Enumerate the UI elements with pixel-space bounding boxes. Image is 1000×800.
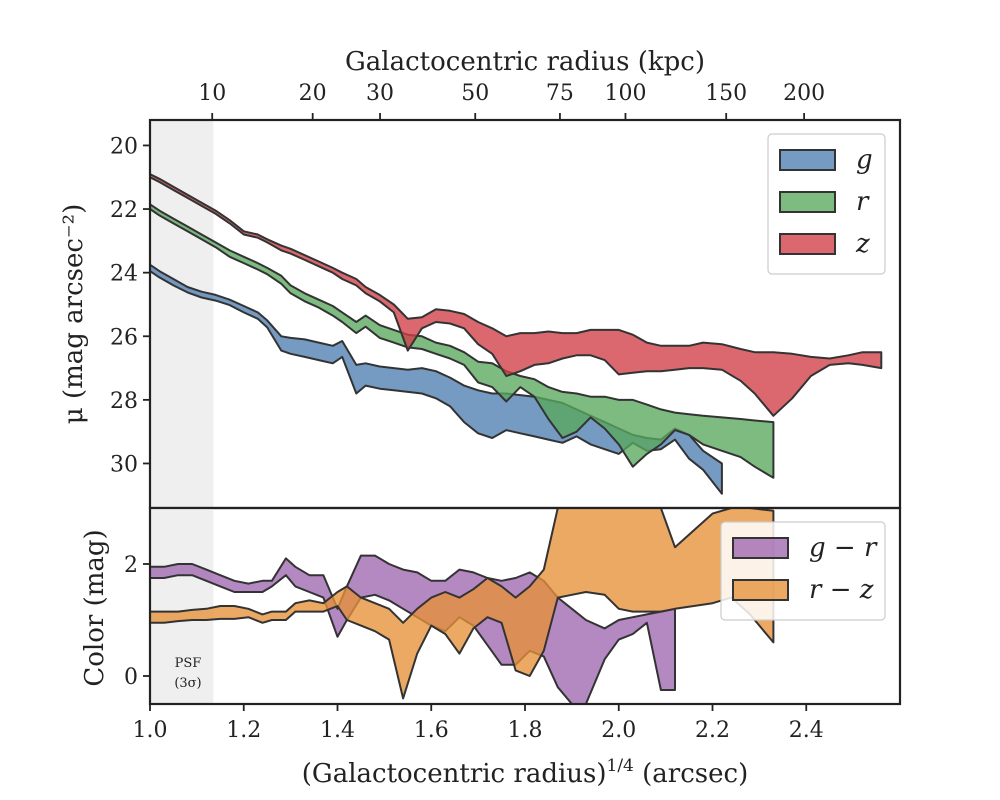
- x-tick-label: 1.0: [133, 718, 168, 743]
- x-tick-label: 2.4: [789, 718, 824, 743]
- psf-shade-top: [150, 120, 214, 508]
- top-x-tick-label: 200: [783, 81, 825, 106]
- color-panel: 02 1.0 1.2 1.4 1.6 1.8 2.0 2.2 2.4 g − rr − z: [124, 506, 902, 743]
- surface-brightness-panel: 20 22 24 26 28 30 10 20 30 50 75 100 150 200 grz: [110, 81, 902, 510]
- top-x-tick-label: 100: [604, 81, 646, 106]
- top-y-ticks: 20 22 24 26 28 30: [110, 134, 150, 477]
- top-x-tick-label: 150: [705, 81, 747, 106]
- y-tick-label: 20: [110, 134, 138, 159]
- legend-label: g − r: [809, 533, 878, 563]
- top-x-tick-label: 75: [546, 81, 574, 106]
- x-label-exponent: 1/4: [607, 756, 634, 776]
- y-tick-label: 22: [110, 198, 138, 223]
- legend-swatch: [779, 149, 836, 171]
- x-label-unit: (arcsec): [634, 759, 748, 789]
- x-tick-label: 2.0: [601, 718, 636, 743]
- legend-swatch: [732, 579, 789, 601]
- legend-label: r: [856, 187, 870, 217]
- top-secondary-x-ticks: 10 20 30 50 75 100 150 200: [198, 81, 825, 120]
- color-bands: [150, 508, 775, 704]
- top-legend: grz: [767, 133, 886, 275]
- top-x-tick-label: 20: [299, 81, 327, 106]
- legend-swatch: [732, 537, 789, 559]
- y-tick-label: 28: [110, 389, 138, 414]
- bottom-legend: g − r r − z: [720, 521, 886, 621]
- band-r: [150, 203, 775, 479]
- psf-label-line2: (3σ): [174, 676, 201, 691]
- top-axis-label: Galactocentric radius (kpc): [345, 47, 705, 77]
- x-label-main: (Galactocentric radius): [302, 759, 607, 789]
- x-tick-label: 1.6: [414, 718, 449, 743]
- bottom-y-axis-label: Color (mag): [80, 529, 110, 686]
- top-x-tick-label: 50: [461, 81, 489, 106]
- legend-label: z: [855, 229, 870, 259]
- top-x-tick-label: 10: [198, 81, 226, 106]
- x-tick-label: 1.4: [320, 718, 355, 743]
- legend-swatch: [779, 233, 836, 255]
- y-tick-label: 24: [110, 262, 138, 287]
- psf-shade-bottom: [150, 508, 214, 704]
- psf-label-line1: PSF: [175, 656, 202, 671]
- top-y-axis-label: μ (mag arcsec⁻²): [59, 204, 89, 424]
- x-tick-label: 1.8: [508, 718, 543, 743]
- bottom-x-axis-label: (Galactocentric radius)1/4 (arcsec): [302, 756, 748, 789]
- band-g: [150, 263, 723, 495]
- band-r-z: [150, 508, 775, 700]
- bottom-x-ticks: 1.0 1.2 1.4 1.6 1.8 2.0 2.2 2.4: [133, 704, 824, 743]
- x-tick-label: 1.2: [226, 718, 261, 743]
- band-z: [150, 173, 883, 417]
- y-tick-label: 0: [124, 665, 138, 690]
- y-tick-label: 26: [110, 325, 138, 350]
- bottom-y-ticks: 02: [124, 553, 150, 690]
- top-x-tick-label: 30: [366, 81, 394, 106]
- y-tick-label: 30: [110, 452, 138, 477]
- y-tick-label: 2: [124, 553, 138, 578]
- legend-label: g: [856, 145, 873, 175]
- surface-brightness-bands: [150, 173, 883, 495]
- x-tick-label: 2.2: [695, 718, 730, 743]
- legend-swatch: [779, 191, 836, 213]
- legend-label: r − z: [809, 575, 874, 605]
